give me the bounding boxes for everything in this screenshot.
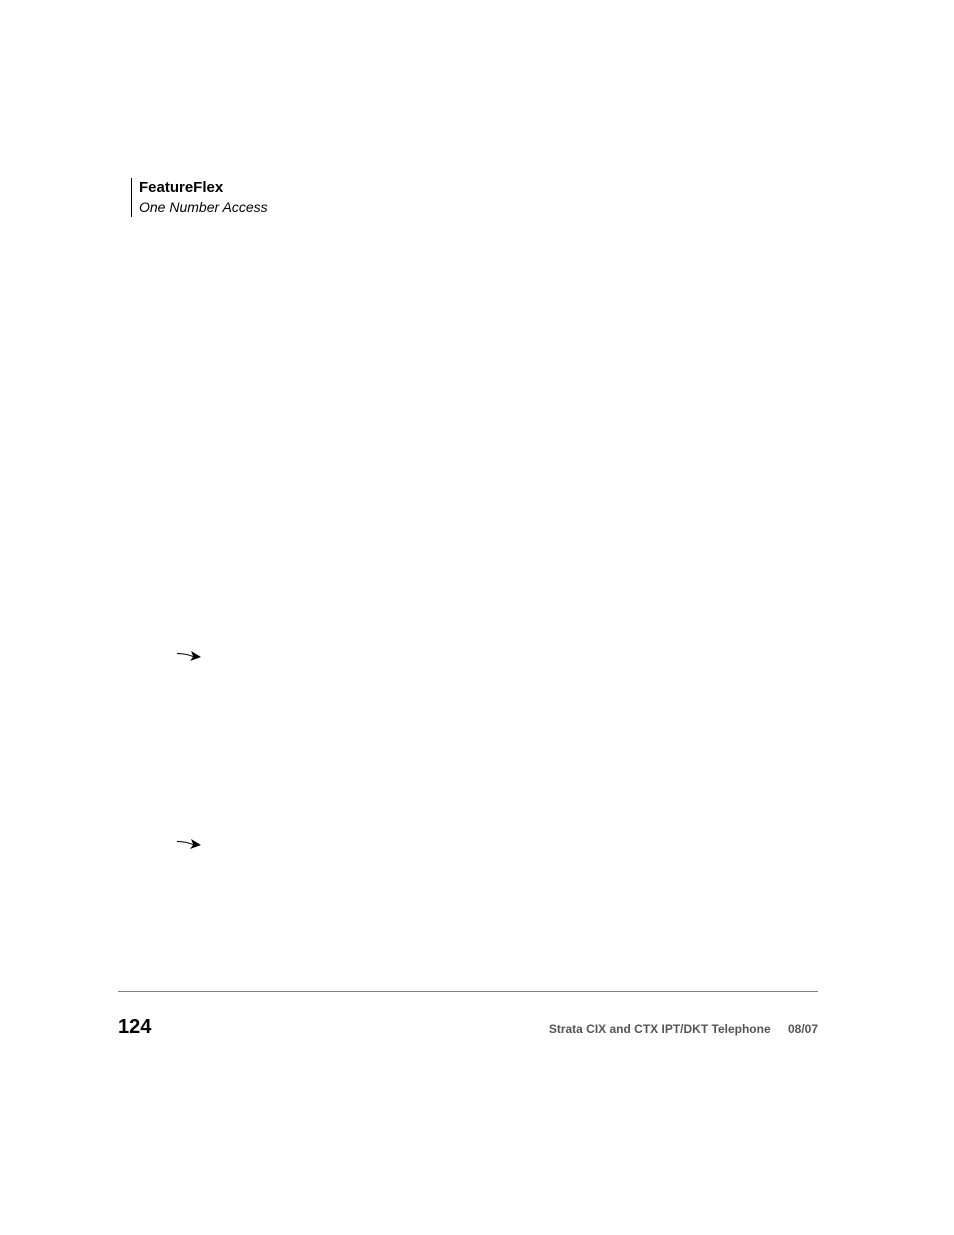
header-title: FeatureFlex xyxy=(139,178,268,198)
document-page: FeatureFlex One Number Access 124 Strata… xyxy=(0,0,954,1235)
footer-manual-title: Strata CIX and CTX IPT/DKT Telephone xyxy=(549,1022,771,1036)
header-subtitle: One Number Access xyxy=(139,198,268,218)
page-header: FeatureFlex One Number Access xyxy=(131,178,268,217)
footer-date: 08/07 xyxy=(788,1022,818,1036)
page-footer: 124 Strata CIX and CTX IPT/DKT Telephone… xyxy=(118,1016,818,1039)
footer-divider xyxy=(118,991,818,992)
bullet-arrow-icon xyxy=(176,648,202,662)
page-number: 124 xyxy=(118,1016,151,1039)
bullet-arrow-icon xyxy=(176,836,202,850)
footer-right: Strata CIX and CTX IPT/DKT Telephone 08/… xyxy=(549,1022,818,1036)
